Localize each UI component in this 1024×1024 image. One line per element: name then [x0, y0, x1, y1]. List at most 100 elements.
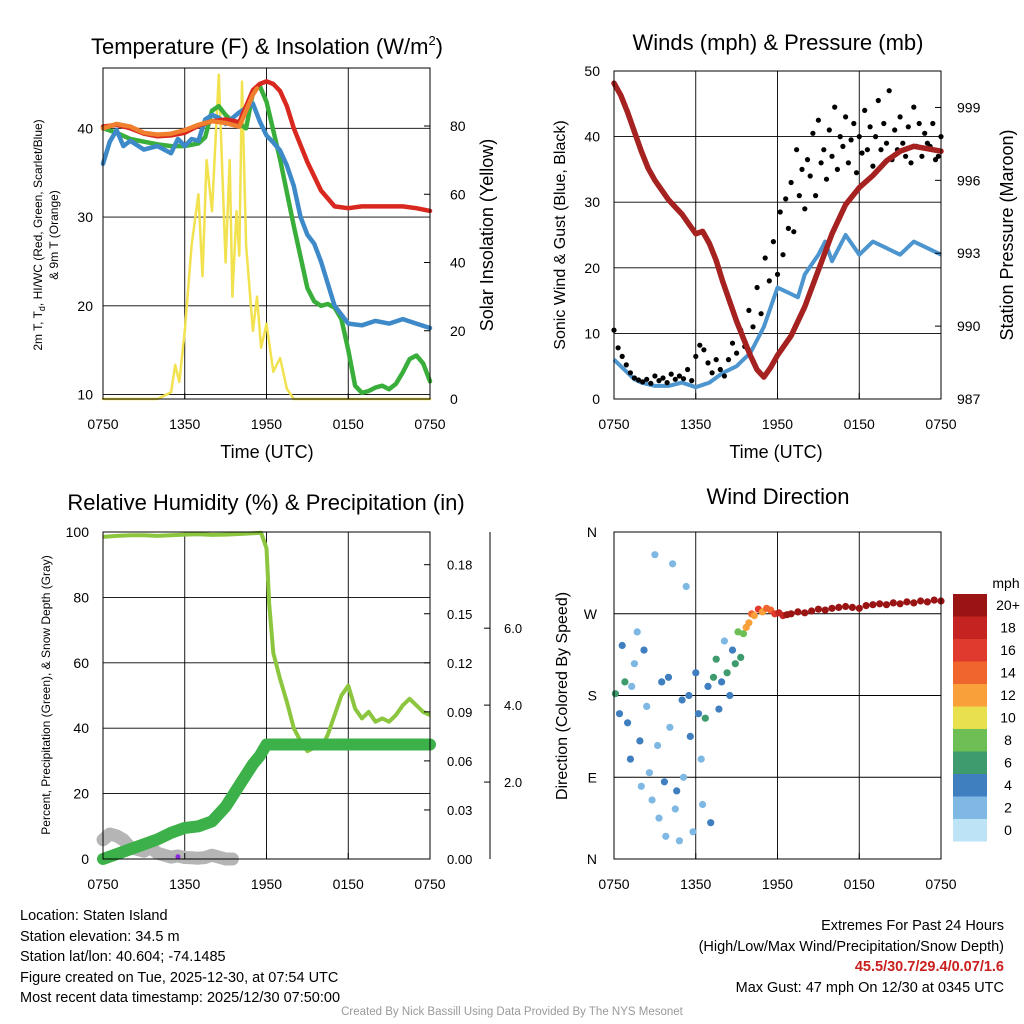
gust-point	[648, 380, 654, 386]
direction-point	[720, 637, 729, 645]
humidity-ytick-label: 100	[66, 524, 90, 540]
direction-point	[689, 828, 697, 836]
temperature-ytick-label: 10	[77, 387, 93, 403]
speed-colorbar: mph 20+ 18 16 14 12 10 8 6 4 2 0	[953, 575, 1020, 842]
gust-point	[623, 362, 629, 368]
direction-point	[723, 669, 731, 677]
direction-point	[679, 773, 688, 781]
wind-ytick-label: 20	[584, 260, 600, 276]
direction-point	[637, 782, 645, 790]
gust-point	[668, 371, 674, 377]
figure-created: Figure created on Tue, 2025-12-30, at 07…	[20, 969, 339, 986]
series-line-sonic-wind	[612, 233, 942, 390]
gust-point	[897, 114, 903, 120]
colorbar-label: 16	[1000, 642, 1016, 658]
series-line-station-pressure	[611, 80, 944, 380]
gust-point	[640, 379, 646, 385]
gust-point	[919, 153, 925, 159]
direction-xtick-label: 1950	[762, 876, 793, 892]
colorbar-swatch	[953, 661, 987, 684]
snow-ytick-label: 4.0	[504, 698, 522, 713]
gust-point	[754, 284, 760, 291]
colorbar-swatch	[953, 639, 987, 662]
direction-point	[801, 609, 809, 617]
wind-xtick-label: 1950	[762, 416, 793, 432]
direction-point	[678, 696, 686, 704]
insolation-ytick-label: 60	[450, 186, 466, 202]
direction-point	[828, 604, 836, 612]
gust-point	[729, 340, 736, 346]
gust-point	[709, 370, 715, 376]
humidity-xtick-label: 0150	[333, 876, 364, 892]
humidity-xtick-label: 1950	[251, 876, 282, 892]
gust-point	[864, 147, 871, 153]
gust-point	[829, 153, 835, 159]
direction-point	[694, 710, 703, 718]
gust-point	[660, 375, 666, 381]
gust-point	[930, 120, 936, 127]
gust-point	[935, 153, 941, 159]
gust-point	[810, 130, 816, 136]
humidity-title: Relative Humidity (%) & Precipitation (i…	[67, 490, 464, 515]
gust-point	[905, 124, 911, 130]
gust-point	[705, 360, 711, 366]
gust-point	[701, 347, 707, 353]
wind-xtick-label: 0750	[598, 416, 629, 432]
direction-point	[869, 601, 877, 609]
gust-point	[680, 376, 687, 382]
series-line-td	[100, 83, 433, 396]
wind-gridlines	[614, 71, 941, 399]
gust-point	[758, 311, 764, 317]
humidity-axes: 0 20 40 60 80 100 0.00 0.03 0.06 0.09 0.12 0.15 0.18…	[66, 524, 522, 892]
insolation-ytick-label: 40	[450, 255, 466, 271]
direction-point	[662, 832, 670, 840]
direction-point	[621, 678, 629, 686]
gust-point	[853, 170, 860, 176]
wind-xtick-label: 1350	[680, 416, 711, 432]
station-info: Location: Staten Island Station elevatio…	[20, 906, 340, 1009]
direction-point	[626, 755, 635, 763]
gust-point	[802, 206, 808, 212]
gust-point	[859, 150, 865, 156]
precip-ytick-label: 0.12	[447, 656, 472, 671]
direction-point	[655, 814, 663, 822]
direction-point	[923, 598, 932, 606]
gust-point	[807, 173, 813, 179]
gust-point	[878, 147, 884, 153]
gust-point	[892, 127, 898, 133]
temperature-ylabel-line2: & 9m T (Orange)	[47, 190, 61, 280]
gust-point	[796, 193, 802, 199]
temperature-xtick-label: 1950	[251, 416, 282, 432]
temperature-xtick-label: 0750	[414, 416, 445, 432]
gust-point	[664, 380, 670, 386]
pressure-ytick-label: 996	[957, 172, 981, 188]
direction-point	[712, 655, 720, 663]
wind-frame	[613, 70, 942, 400]
direction-point	[731, 660, 739, 668]
direction-point	[651, 551, 659, 559]
direction-point	[737, 653, 745, 662]
gust-point	[916, 120, 922, 127]
direction-point	[889, 599, 897, 607]
pressure-ytick-label: 987	[957, 391, 981, 407]
colorbar-swatch	[953, 774, 987, 797]
direction-point	[794, 608, 802, 616]
colorbar-label: 0	[1004, 822, 1012, 838]
gust-point	[774, 271, 781, 277]
wind-axes: 0 10 20 30 40 50 987 990 993 996 999 0750 1350 1950 01…	[584, 63, 980, 432]
direction-ytick-label: E	[588, 769, 597, 785]
wind-title: Winds (mph) & Pressure (mb)	[633, 30, 924, 55]
direction-points	[611, 551, 945, 845]
gust-point	[725, 357, 732, 363]
wind-ytick-label: 30	[584, 194, 600, 210]
wind-ytick-label: 40	[584, 129, 600, 145]
temperature-title: Temperature (F) & Insolation (W/m2)	[91, 33, 443, 59]
direction-point	[707, 819, 715, 827]
colorbar-swatch	[953, 616, 987, 639]
direction-point	[611, 690, 620, 698]
direction-point	[628, 682, 636, 691]
station-elevation: Station elevation: 34.5 m	[20, 928, 180, 945]
temperature-gridlines	[103, 68, 430, 399]
